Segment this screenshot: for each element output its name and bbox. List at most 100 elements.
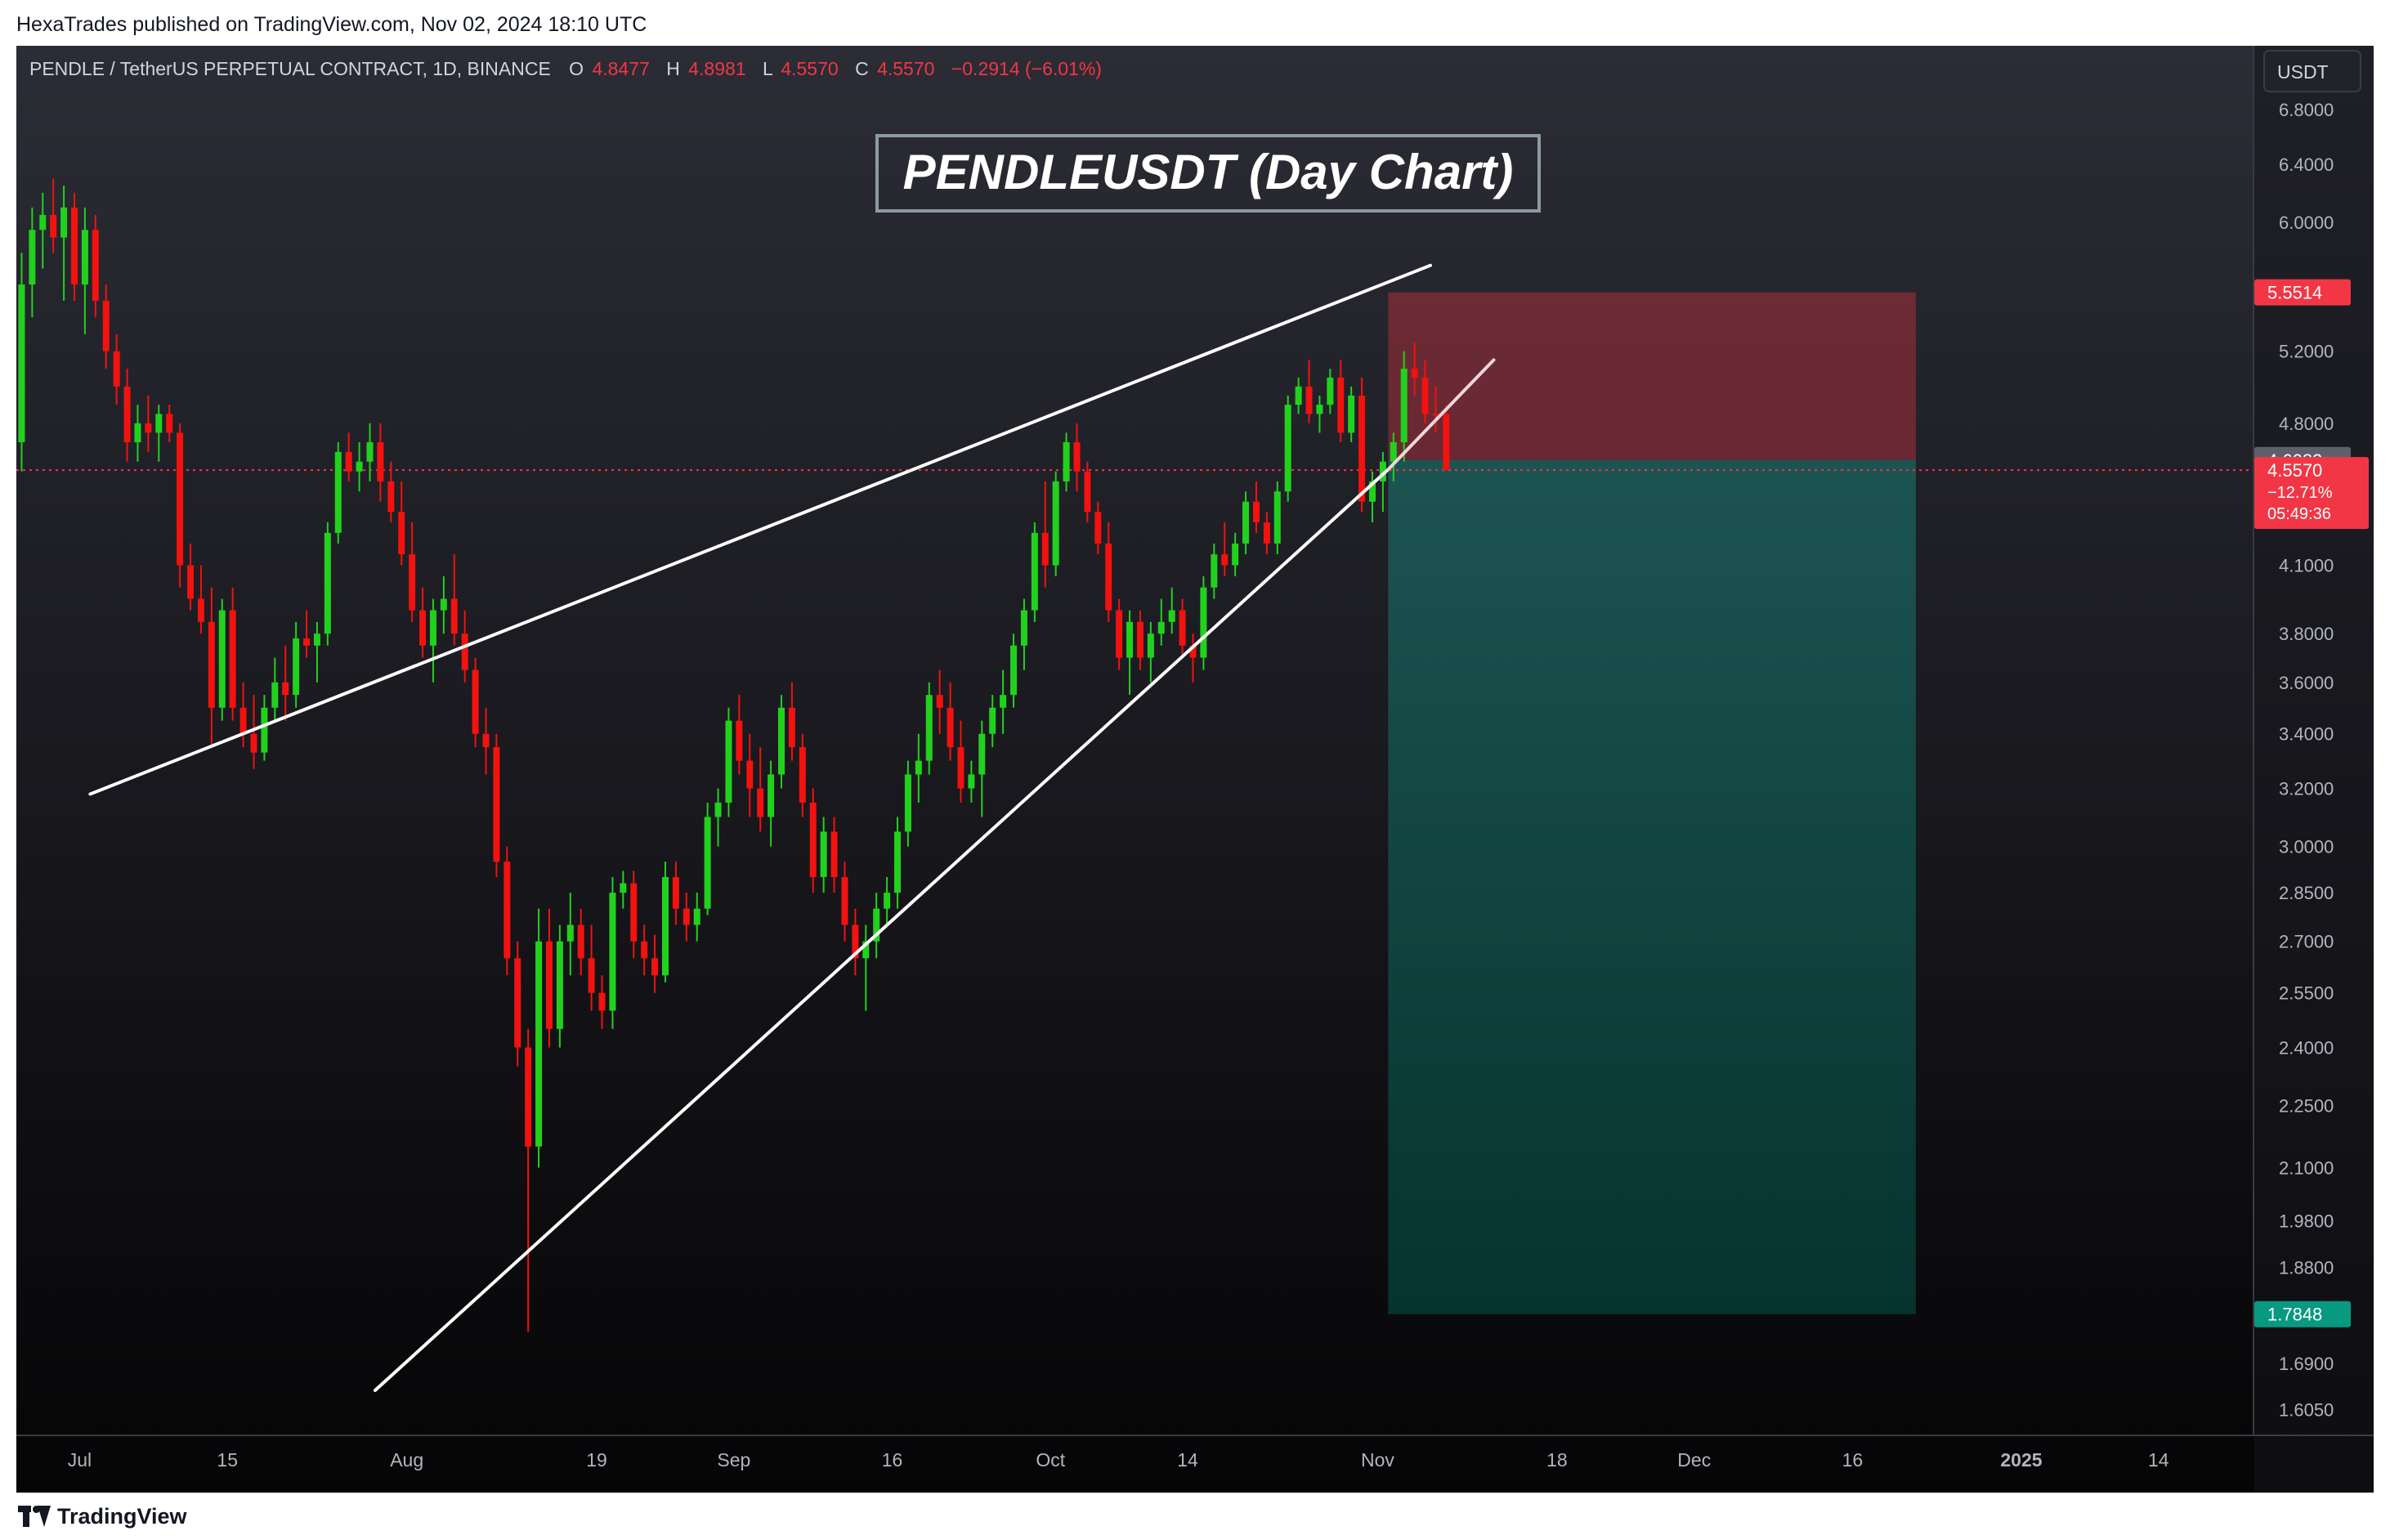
candle: [334, 442, 342, 544]
candle: [1084, 461, 1091, 523]
price-label: 5.5514: [2254, 279, 2351, 306]
candle: [651, 934, 659, 993]
candle: [398, 481, 405, 566]
candle: [778, 695, 785, 789]
candle: [155, 405, 163, 462]
time-tick-label: 14: [1177, 1449, 1198, 1471]
time-axis[interactable]: Jul 15 Aug 19 Sep 16 Oct 14 Nov 18 Dec 16 2025 14: [16, 1435, 2374, 1471]
tradingview-logo[interactable]: TradingView: [18, 1504, 187, 1529]
price-tick-label: 3.0000: [2279, 837, 2334, 857]
price-tick-label: 3.6000: [2279, 673, 2334, 693]
change-value: −0.2914 (−6.01%): [951, 58, 1102, 79]
candle: [282, 645, 289, 721]
chart-title: PENDLEUSDT (Day Chart): [903, 145, 1514, 199]
candle: [577, 908, 584, 976]
candle: [50, 178, 57, 253]
time-tick-label: 2025: [2000, 1449, 2042, 1471]
candle: [746, 733, 754, 817]
price-label-change: −12.71%: [2267, 484, 2333, 502]
candle: [620, 871, 627, 909]
candle: [1400, 351, 1408, 462]
position-tool[interactable]: [1388, 292, 1916, 1314]
candle: [1189, 633, 1197, 683]
candle: [757, 747, 764, 832]
candle: [197, 565, 204, 634]
candle: [1010, 633, 1018, 708]
candle: [947, 682, 954, 761]
candle: [904, 760, 911, 847]
price-label-value: 1.7848: [2267, 1305, 2322, 1325]
candle: [366, 423, 374, 481]
candle: [936, 669, 943, 734]
symbol-legend[interactable]: PENDLE / TetherUS PERPETUAL CONTRACT, 1D…: [29, 58, 1102, 79]
candle: [989, 695, 996, 748]
open-value: 4.8477: [592, 58, 649, 79]
time-tick-label: Aug: [390, 1449, 423, 1471]
candle: [1031, 522, 1038, 622]
candles: [18, 178, 1450, 1332]
candle: [29, 207, 36, 318]
price-tick-label: 3.2000: [2279, 779, 2334, 799]
close-value: 4.5570: [877, 58, 934, 79]
candle: [852, 908, 859, 976]
wedge-support-line[interactable]: [373, 468, 1390, 1392]
candle: [809, 788, 817, 893]
wedge-resistance-line[interactable]: [88, 263, 1432, 796]
price-tick-label: 2.8500: [2279, 883, 2334, 903]
candle: [166, 405, 173, 443]
candle: [609, 876, 616, 1029]
candle: [123, 369, 131, 462]
candle: [693, 893, 700, 942]
candle: [788, 682, 795, 761]
publish-line: HexaTrades published on TradingView.com,…: [16, 13, 647, 36]
candle: [1232, 532, 1239, 577]
candle: [39, 192, 47, 269]
candle: [1358, 377, 1366, 513]
candle: [714, 788, 722, 847]
time-tick-label: 15: [217, 1449, 238, 1471]
candle: [92, 214, 99, 318]
candle: [1126, 610, 1134, 696]
footer: TradingView: [0, 1493, 2390, 1540]
candle: [1337, 360, 1345, 443]
high-label: H: [666, 58, 680, 79]
candle: [113, 334, 120, 405]
candle: [556, 924, 563, 1048]
candle: [1221, 522, 1229, 577]
candle: [271, 657, 279, 721]
candle: [1295, 377, 1302, 414]
candle: [598, 975, 606, 1029]
currency-label: USDT: [2277, 61, 2329, 83]
candle: [704, 802, 711, 915]
candle: [440, 576, 447, 634]
candle: [1443, 405, 1450, 471]
stop-loss-zone[interactable]: [1388, 292, 1916, 460]
candle: [978, 720, 986, 817]
candle: [1000, 669, 1007, 734]
chart-title-box[interactable]: PENDLEUSDT (Day Chart): [875, 134, 1541, 213]
candle: [545, 908, 553, 1048]
price-axis[interactable]: USDT 6.8000 6.4000 6.0000 5.2000 4.8000 4.100…: [2253, 46, 2374, 1493]
take-profit-zone[interactable]: [1388, 459, 1916, 1314]
trendlines[interactable]: [88, 263, 1496, 1392]
candle: [525, 1028, 532, 1332]
candle: [968, 760, 975, 803]
candle: [1116, 598, 1123, 670]
candle: [1179, 598, 1186, 658]
candlestick-chart[interactable]: PENDLEUSDT (Day Chart) PENDLE / TetherUS…: [16, 46, 2374, 1493]
candle: [630, 871, 638, 959]
candle: [1041, 481, 1049, 588]
candle: [725, 707, 732, 817]
svg-text:PENDLE / TetherUS PERPETUAL CO: PENDLE / TetherUS PERPETUAL CONTRACT, 1D…: [29, 58, 1102, 79]
candle: [514, 941, 521, 1067]
candle: [862, 924, 870, 1011]
support-extension-line[interactable]: [1386, 358, 1496, 472]
price-tick-label: 2.5500: [2279, 983, 2334, 1004]
candle: [1105, 522, 1112, 622]
candle: [218, 598, 226, 721]
price-tick-label: 1.6900: [2279, 1354, 2334, 1374]
currency-badge[interactable]: USDT: [2263, 50, 2361, 92]
chart-area[interactable]: PENDLEUSDT (Day Chart) PENDLE / TetherUS…: [16, 46, 2374, 1493]
candle: [429, 598, 436, 683]
candle: [736, 695, 743, 775]
